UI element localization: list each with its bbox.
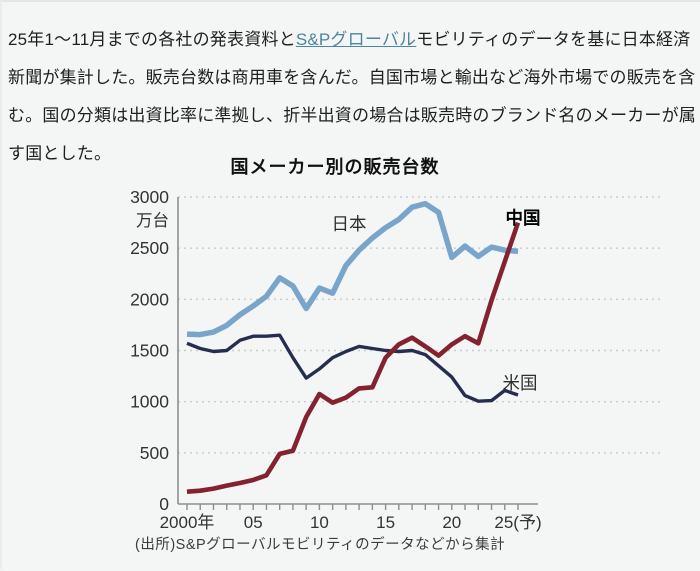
y-axis-label-2500: 2500 (130, 238, 169, 258)
series-label-us: 米国 (503, 373, 538, 393)
x-axis-label-2010: 10 (310, 513, 329, 532)
x-axis-label-2025: 25(予) (494, 513, 541, 532)
x-axis-label-2015: 15 (376, 513, 395, 532)
series-line-japan (186, 200, 519, 338)
y-axis-label-2000: 2000 (130, 289, 169, 309)
intro-text-after: モビリティのデータを基に日本経済新聞が集計した。販売台数は商用車を含んだ。自国市… (8, 30, 696, 163)
series-label-japan: 日本 (332, 214, 367, 234)
y-axis-label-3000: 3000 (130, 187, 169, 207)
y-axis-label-1000: 1000 (130, 392, 169, 412)
y-axis-label-1500: 1500 (130, 341, 169, 361)
chart-title: 国メーカー別の販売台数 (230, 157, 440, 177)
series-line-us (186, 333, 519, 403)
intro-text-before: 25年1〜11月までの各社の発表資料と (8, 30, 296, 49)
chart-source: (出所)S&Pグローバルモビリティのデータなどから集計 (135, 537, 506, 553)
sp-global-link[interactable]: S&Pグローバル (295, 30, 417, 49)
y-axis-unit-label: 万台 (136, 211, 169, 230)
sales-chart-canvas: 0 500 1000 1500 2000 2500 3000 万台 2000年 05 10 15 20 2… (130, 187, 660, 532)
x-axis-label-2000: 2000年 (160, 513, 215, 532)
series-line-china (186, 221, 521, 494)
x-axis-label-2005: 05 (244, 513, 263, 532)
y-axis-label-0: 0 (159, 494, 169, 514)
y-axis-label-500: 500 (140, 443, 169, 463)
series-label-china: 中国 (506, 208, 541, 228)
intro-paragraph: 25年1〜11月までの各社の発表資料とS&Pグローバルモビリティのデータを基に日… (2, 19, 700, 173)
x-axis-label-2020: 20 (442, 513, 461, 532)
